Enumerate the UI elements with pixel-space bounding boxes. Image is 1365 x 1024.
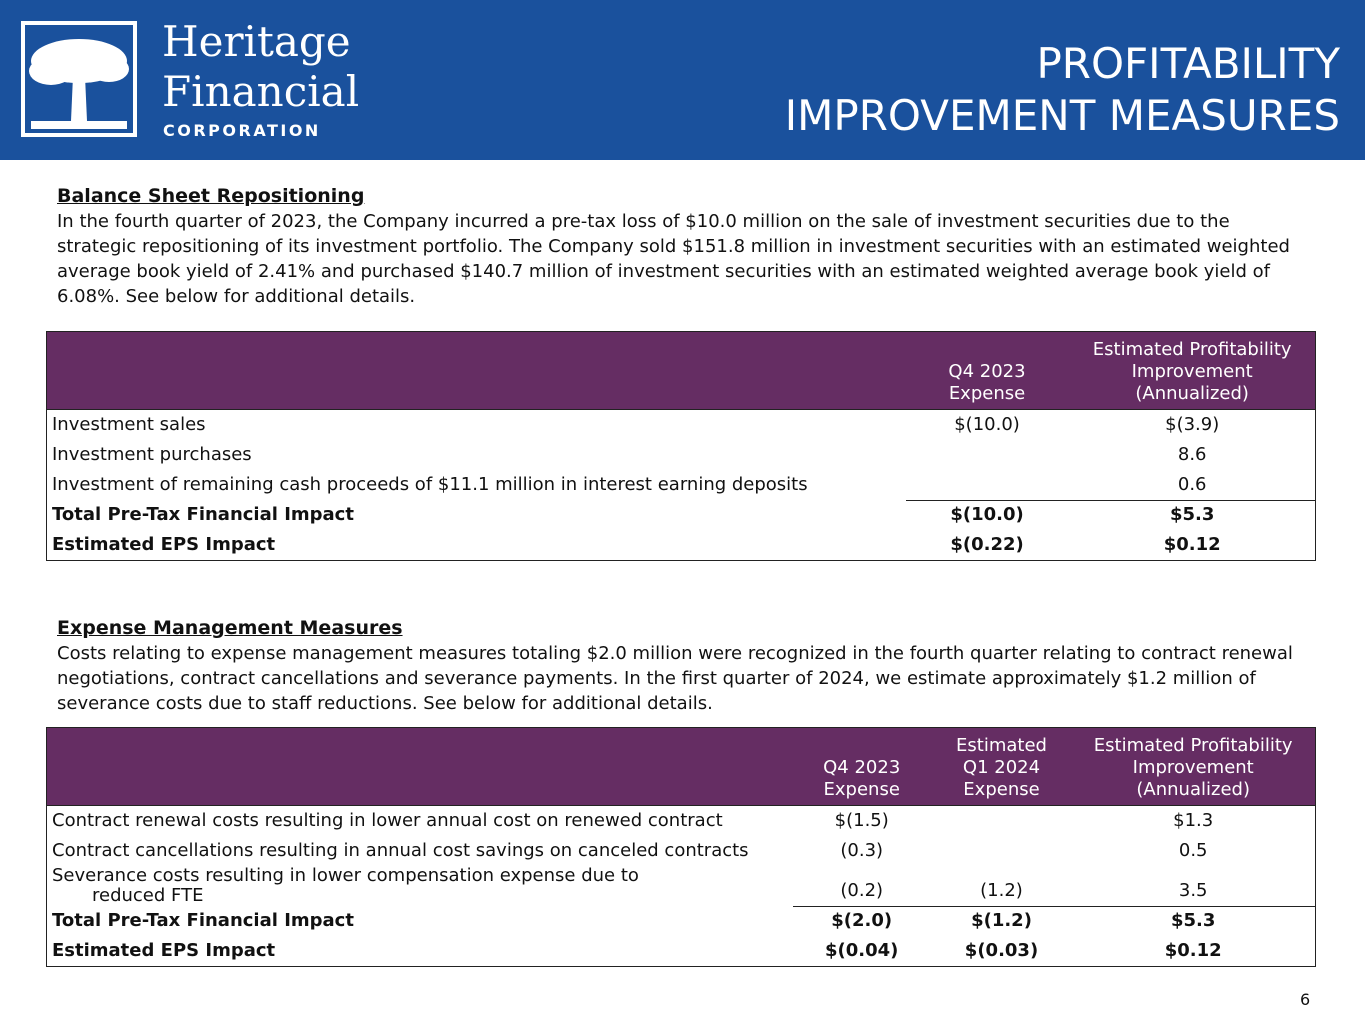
header-cell: Estimated Q1 2024 Expense — [932, 728, 1072, 805]
label-line: Total Pre-Tax Financial Impact — [52, 910, 354, 931]
row-label: Contract renewal costs resulting in lowe… — [47, 806, 792, 836]
label-line: Total Pre-Tax Financial Impact — [52, 504, 354, 525]
cell: $0.12 — [1164, 940, 1222, 961]
cell: $5.3 — [1169, 504, 1215, 525]
row-label: Total Pre-Tax Financial Impact — [47, 500, 905, 530]
label-line: Contract renewal costs resulting in lowe… — [52, 810, 723, 831]
table-row: Investment of remaining cash proceeds of… — [47, 470, 1315, 500]
section-text: Costs relating to expense management mea… — [57, 643, 1293, 714]
row-label: Severance costs resulting in lower compe… — [47, 866, 792, 906]
row-label: Investment purchases — [47, 440, 905, 470]
cell: $1.3 — [1173, 810, 1214, 831]
cell: (0.2) — [840, 880, 884, 901]
section: Expense Management Measures Costs relatin… — [57, 616, 1307, 716]
header-line: Improvement — [1131, 361, 1253, 382]
header-cell: Estimated Profitability Improvement (Annua… — [1071, 728, 1315, 805]
header-cell — [47, 728, 792, 805]
cell: $(0.04) — [825, 940, 899, 961]
cell: $(1.5) — [834, 810, 889, 831]
header-line: Expense — [948, 383, 1026, 404]
table: Q4 2023 Expense Estimated Q1 2024 Expense Est… — [46, 727, 1316, 967]
cell: $(0.22) — [950, 534, 1024, 555]
row-label: Total Pre-Tax Financial Impact — [47, 906, 792, 936]
header-line: Estimated Profitability — [1092, 339, 1292, 360]
cell: $(1.2) — [971, 910, 1032, 931]
cell: $(10.0) — [954, 414, 1020, 435]
logo-subtext: CORPORATION — [163, 121, 321, 140]
table-row: Severance costs resulting in lower compe… — [47, 866, 1315, 906]
title: PROFITABILITY — [1036, 39, 1340, 88]
header-line: Improvement — [1132, 757, 1254, 778]
label-line: Investment sales — [52, 414, 206, 435]
rule — [793, 906, 1315, 907]
table-row: Contract cancellations resulting in annu… — [47, 836, 1315, 866]
label-line: reduced FTE — [92, 885, 204, 906]
header-line: Q4 2023 — [948, 361, 1026, 382]
title: IMPROVEMENT MEASURES — [784, 91, 1340, 140]
rule — [906, 500, 1315, 501]
logo-text: Financial — [162, 67, 360, 116]
table-header: Q4 2023 Expense Estimated Q1 2024 Expense Est… — [47, 728, 1315, 806]
header-cell: Estimated Profitability Improvement (Annua… — [1069, 332, 1315, 409]
header-line: (Annualized) — [1135, 383, 1249, 404]
table-row: Estimated EPS Impact $(0.22) $0.12 — [47, 530, 1315, 560]
cell: (0.3) — [840, 840, 884, 861]
label-line: Investment purchases — [52, 444, 252, 465]
row-label: Investment sales — [47, 410, 905, 440]
cell: 3.5 — [1178, 880, 1208, 901]
header: Heritage Financial CORPORATION PROFITABI… — [0, 0, 1365, 160]
section-heading: Balance Sheet Repositioning — [57, 185, 365, 207]
label-line: Estimated EPS Impact — [52, 534, 276, 555]
row-label: Estimated EPS Impact — [47, 530, 905, 560]
label-line: Investment of remaining cash proceeds of… — [52, 474, 808, 495]
table-row: Total Pre-Tax Financial Impact $(2.0) $(1.… — [47, 906, 1315, 936]
header-line: Q4 2023 — [823, 757, 901, 778]
cell: $(2.0) — [831, 910, 893, 931]
header-line: (Annualized) — [1136, 779, 1250, 800]
cell: $(0.03) — [964, 940, 1039, 961]
table-row: Total Pre-Tax Financial Impact $(10.0) $5.… — [47, 500, 1315, 530]
cell: $5.3 — [1170, 910, 1216, 931]
header-cell: Q4 2023 Expense — [792, 728, 932, 805]
table-row: Estimated EPS Impact $(0.04) $(0.03) $0.12 — [47, 936, 1315, 966]
cell: 8.6 — [1177, 444, 1207, 465]
cell: (1.2) — [980, 880, 1023, 901]
table-row: Contract renewal costs resulting in lowe… — [47, 806, 1315, 836]
section-text: In the fourth quarter of 2023, the Compa… — [57, 211, 1290, 307]
cell: $0.12 — [1163, 534, 1221, 555]
label-line: Severance costs resulting in lower compe… — [52, 865, 639, 886]
logo-text: Heritage — [162, 17, 351, 66]
logo-icon — [21, 21, 137, 137]
table-header: Q4 2023 Expense Estimated Profitability Imp… — [47, 332, 1315, 410]
cell: $(3.9) — [1165, 414, 1220, 435]
cell: $(10.0) — [950, 504, 1024, 525]
header-line: Expense — [823, 779, 900, 800]
section: Balance Sheet Repositioning In the fourth… — [57, 184, 1307, 309]
header-line: Expense — [963, 779, 1040, 800]
table-row: Investment sales $(10.0) $(3.9) — [47, 410, 1315, 440]
cell: 0.6 — [1177, 474, 1207, 495]
header-line: Estimated — [956, 735, 1047, 756]
label-line: Estimated EPS Impact — [52, 940, 276, 961]
row-label: Investment of remaining cash proceeds of… — [47, 470, 905, 500]
page-number: 6 — [1300, 990, 1311, 1009]
row-label: Estimated EPS Impact — [47, 936, 792, 966]
cell: 0.5 — [1178, 840, 1208, 861]
header-line: Estimated Profitability — [1093, 735, 1293, 756]
header-line: Q1 2024 — [962, 757, 1041, 778]
header-cell — [47, 332, 905, 409]
header-cell: Q4 2023 Expense — [905, 332, 1070, 409]
section-heading: Expense Management Measures — [57, 617, 403, 639]
label-line: Contract cancellations resulting in annu… — [52, 840, 749, 861]
table: Q4 2023 Expense Estimated Profitability Imp… — [46, 331, 1316, 561]
table-row: Investment purchases 8.6 — [47, 440, 1315, 470]
row-label: Contract cancellations resulting in annu… — [47, 836, 792, 866]
